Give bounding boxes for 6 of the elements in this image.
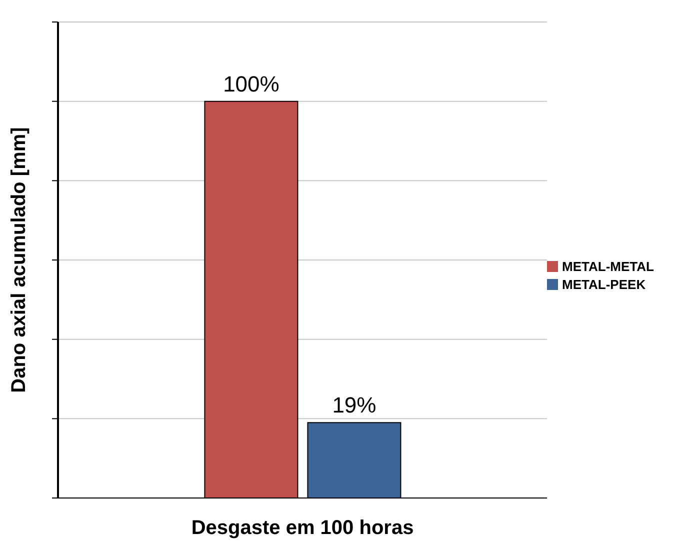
legend-label: METAL-PEEK bbox=[562, 277, 646, 292]
x-axis-title: Desgaste em 100 horas bbox=[191, 517, 414, 539]
legend-label: METAL-METAL bbox=[562, 259, 654, 274]
y-axis-title: Dano axial acumulado [mm] bbox=[8, 127, 30, 393]
data-label: 100% bbox=[223, 71, 280, 96]
data-label: 19% bbox=[332, 392, 376, 418]
